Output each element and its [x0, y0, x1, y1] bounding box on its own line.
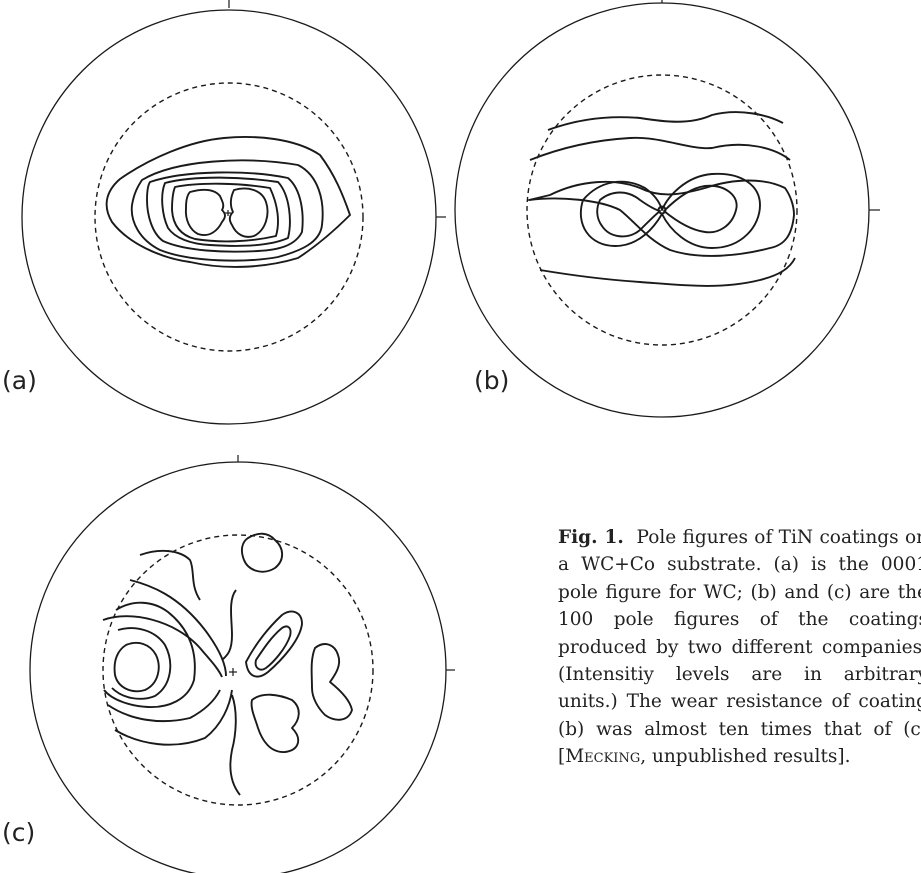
contour-c-7: [102, 615, 223, 678]
center-b: [657, 205, 667, 215]
projection-circle-c: [102, 534, 374, 806]
contour-a-3: [146, 171, 304, 253]
caption-text-1: Pole figures of TiN coatings on a WC+Co …: [558, 527, 921, 768]
panel-label-c: (c): [2, 818, 36, 847]
contour-c-12: [245, 610, 303, 678]
contour-b-5: [579, 172, 761, 249]
contour-c-3: [111, 627, 172, 700]
figure-caption: Fig. 1. Pole figures of TiN coatings on …: [558, 524, 921, 771]
contour-a-6: [184, 188, 226, 236]
figure-number: Fig. 1.: [558, 527, 624, 548]
panel-label-b: (b): [474, 366, 510, 395]
contour-a-1: [105, 136, 351, 268]
contour-a-7: [228, 187, 269, 238]
caption-text-2: , unpublished results].: [640, 746, 851, 768]
pole-figure-a-graphic: [21, 0, 446, 425]
contour-b-3: [528, 179, 795, 257]
outer-circle-a: [21, 9, 437, 425]
contour-c-10: [229, 694, 241, 796]
contour-c-8: [107, 689, 221, 723]
contour-b-4: [539, 257, 796, 287]
caption-author: Mecking: [565, 746, 641, 768]
contour-c-9: [114, 689, 233, 746]
outer-circle-c: [29, 461, 447, 873]
contour-c-5: [129, 579, 227, 677]
outer-circle-b: [454, 2, 870, 418]
contour-b-6: [596, 191, 661, 238]
contour-c-2: [103, 601, 196, 708]
contour-c-14: [250, 693, 300, 753]
projection-circle-a: [94, 82, 364, 352]
contour-c-6: [139, 549, 201, 601]
contour-c-13: [254, 625, 292, 671]
panel-label-a: (a): [2, 366, 37, 395]
contour-c-15: [310, 643, 353, 721]
contour-b-2: [529, 136, 791, 161]
contour-c-1: [240, 532, 284, 573]
contour-a-5: [171, 182, 279, 243]
contour-c-11: [221, 589, 237, 661]
pole-figure-c-graphic: [29, 455, 455, 873]
contour-c-4: [113, 641, 160, 693]
pole-figure-b-graphic: [454, 0, 880, 418]
contour-a-2: [130, 159, 324, 262]
projection-circle-b: [526, 74, 798, 346]
contour-b-1: [547, 111, 784, 131]
contour-b-7: [663, 184, 738, 234]
contour-a-4: [161, 176, 291, 247]
